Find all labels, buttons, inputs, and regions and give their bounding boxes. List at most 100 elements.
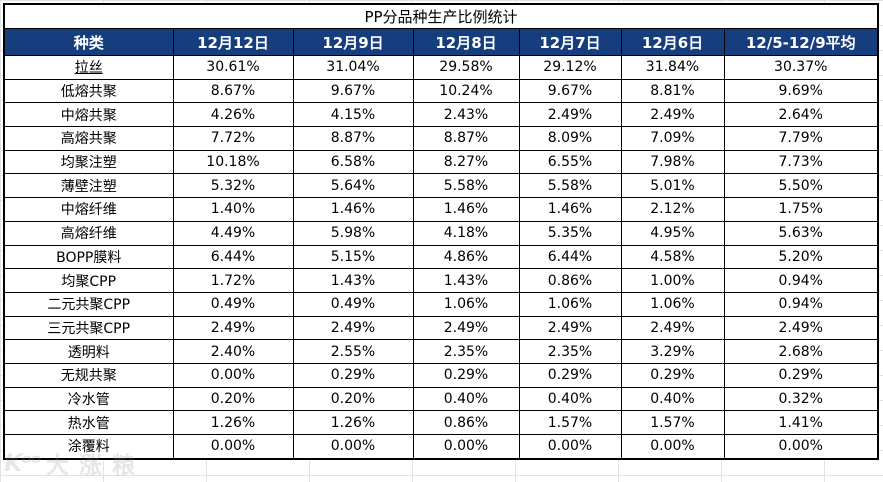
value-cell: 8.87% <box>292 126 414 151</box>
category-cell: 冷水管 <box>3 386 174 412</box>
value-cell: 9.67% <box>292 78 414 104</box>
column-header: 12月7日 <box>518 28 622 56</box>
value-cell: 1.41% <box>723 410 879 435</box>
value-cell: 8.81% <box>620 78 725 104</box>
table-row: 均聚CPP 1.72% 1.43% 1.43% 0.86% 1.00% 0.94% <box>3 268 879 293</box>
value-cell: 6.44% <box>518 244 622 270</box>
column-header: 12/5-12/9平均 <box>723 28 879 56</box>
table-row: 无规共聚 0.00% 0.29% 0.29% 0.29% 0.29% 0.29% <box>3 362 879 388</box>
table-row: 拉丝 30.61% 31.04% 29.58% 29.12% 31.84% 30.37% <box>3 55 879 80</box>
value-cell: 0.29% <box>620 362 725 388</box>
value-cell: 10.24% <box>412 78 520 104</box>
value-cell: 5.98% <box>292 220 414 246</box>
table-title-row: PP分品种生产比例统计 <box>3 3 879 29</box>
value-cell: 5.15% <box>292 244 414 270</box>
table-row: BOPP膜料 6.44% 5.15% 4.86% 6.44% 4.58% 5.20% <box>3 244 879 270</box>
table-row: 二元共聚CPP 0.49% 0.49% 1.06% 1.06% 1.06% 0.94% <box>3 291 879 317</box>
value-cell: 5.50% <box>723 173 879 199</box>
table-row: 透明料 2.40% 2.55% 2.35% 2.35% 3.29% 2.68% <box>3 339 879 364</box>
value-cell: 0.00% <box>723 433 879 460</box>
value-cell: 2.35% <box>412 339 520 364</box>
value-cell: 10.18% <box>172 149 294 175</box>
value-cell: 2.64% <box>723 102 879 128</box>
value-cell: 1.06% <box>620 291 725 317</box>
value-cell: 1.26% <box>292 410 414 435</box>
value-cell: 2.68% <box>723 339 879 364</box>
value-cell: 2.43% <box>412 102 520 128</box>
value-cell: 0.49% <box>292 291 414 317</box>
table-row: 三元共聚CPP 2.49% 2.49% 2.49% 2.49% 2.49% 2.49% <box>3 315 879 341</box>
table-row: 中熔共聚 4.26% 4.15% 2.43% 2.49% 2.49% 2.64% <box>3 102 879 128</box>
value-cell: 8.87% <box>412 126 520 151</box>
value-cell: 8.27% <box>412 149 520 175</box>
value-cell: 2.49% <box>723 315 879 341</box>
value-cell: 29.12% <box>518 55 622 80</box>
column-header: 12月12日 <box>172 28 294 56</box>
value-cell: 2.40% <box>172 339 294 364</box>
table-row: 冷水管 0.20% 0.20% 0.40% 0.40% 0.40% 0.32% <box>3 386 879 412</box>
value-cell: 1.06% <box>518 291 622 317</box>
value-cell: 0.00% <box>172 433 294 460</box>
value-cell: 7.73% <box>723 149 879 175</box>
value-cell: 1.43% <box>412 268 520 293</box>
value-cell: 4.95% <box>620 220 725 246</box>
value-cell: 30.61% <box>172 55 294 80</box>
value-cell: 2.49% <box>172 315 294 341</box>
value-cell: 7.09% <box>620 126 725 151</box>
value-cell: 0.86% <box>518 268 622 293</box>
category-cell: 均聚CPP <box>3 268 174 293</box>
category-cell: 三元共聚CPP <box>3 315 174 341</box>
table-row: 低熔共聚 8.67% 9.67% 10.24% 9.67% 8.81% 9.69% <box>3 78 879 104</box>
value-cell: 4.49% <box>172 220 294 246</box>
value-cell: 2.55% <box>292 339 414 364</box>
value-cell: 0.49% <box>172 291 294 317</box>
value-cell: 30.37% <box>723 55 879 80</box>
value-cell: 1.46% <box>518 197 622 222</box>
category-cell: 二元共聚CPP <box>3 291 174 317</box>
column-header: 12月6日 <box>620 28 725 56</box>
value-cell: 5.58% <box>518 173 622 199</box>
value-cell: 3.29% <box>620 339 725 364</box>
value-cell: 1.72% <box>172 268 294 293</box>
value-cell: 1.26% <box>172 410 294 435</box>
pp-production-ratio-table: PP分品种生产比例统计 种类 12月12日 12月9日 12月8日 12月7日 12月6日… <box>3 3 879 460</box>
value-cell: 1.46% <box>292 197 414 222</box>
table-row: 均聚注塑 10.18% 6.58% 8.27% 6.55% 7.98% 7.73% <box>3 149 879 175</box>
category-cell: 均聚注塑 <box>3 149 174 175</box>
value-cell: 5.35% <box>518 220 622 246</box>
value-cell: 5.64% <box>292 173 414 199</box>
value-cell: 0.40% <box>412 386 520 412</box>
table-row: 薄壁注塑 5.32% 5.64% 5.58% 5.58% 5.01% 5.50% <box>3 173 879 199</box>
value-cell: 1.06% <box>412 291 520 317</box>
value-cell: 0.29% <box>412 362 520 388</box>
value-cell: 1.40% <box>172 197 294 222</box>
value-cell: 5.01% <box>620 173 725 199</box>
value-cell: 0.00% <box>518 433 622 460</box>
value-cell: 0.29% <box>723 362 879 388</box>
value-cell: 1.75% <box>723 197 879 222</box>
value-cell: 0.32% <box>723 386 879 412</box>
table-row: 热水管 1.26% 1.26% 0.86% 1.57% 1.57% 1.41% <box>3 410 879 435</box>
value-cell: 8.67% <box>172 78 294 104</box>
category-cell: 无规共聚 <box>3 362 174 388</box>
value-cell: 2.49% <box>518 102 622 128</box>
value-cell: 31.04% <box>292 55 414 80</box>
table-row: 高熔共聚 7.72% 8.87% 8.87% 8.09% 7.09% 7.79% <box>3 126 879 151</box>
value-cell: 4.26% <box>172 102 294 128</box>
value-cell: 4.86% <box>412 244 520 270</box>
category-cell: 中熔纤维 <box>3 197 174 222</box>
value-cell: 2.49% <box>292 315 414 341</box>
value-cell: 1.00% <box>620 268 725 293</box>
value-cell: 7.98% <box>620 149 725 175</box>
value-cell: 9.69% <box>723 78 879 104</box>
value-cell: 9.67% <box>518 78 622 104</box>
table-header-row: 种类 12月12日 12月9日 12月8日 12月7日 12月6日 12/5-12/9平均 <box>3 28 879 56</box>
value-cell: 0.94% <box>723 268 879 293</box>
value-cell: 2.12% <box>620 197 725 222</box>
value-cell: 2.49% <box>518 315 622 341</box>
value-cell: 4.18% <box>412 220 520 246</box>
value-cell: 0.00% <box>292 433 414 460</box>
value-cell: 5.63% <box>723 220 879 246</box>
category-cell: BOPP膜料 <box>3 244 174 270</box>
